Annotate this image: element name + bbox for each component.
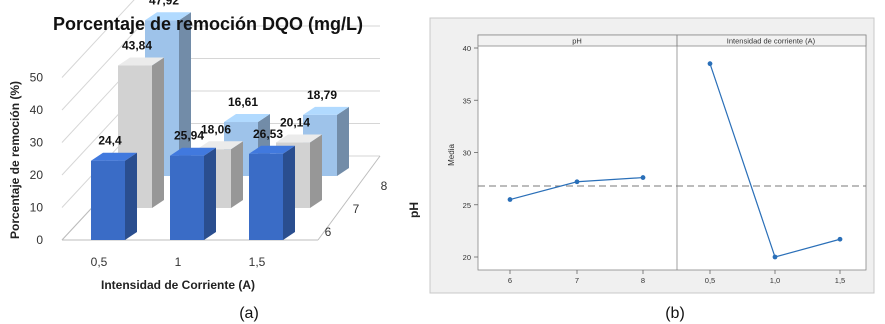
y-ticks-group: 0 10 20 30 40 50 <box>30 71 44 248</box>
x-ticks-group: 0,5 1 1,5 <box>91 255 266 269</box>
y-tick-label: 35 <box>463 96 471 105</box>
x-tick-label: 6 <box>508 276 512 285</box>
data-label: 24,4 <box>98 134 122 148</box>
y-tick-label: 20 <box>30 168 44 182</box>
bar <box>249 145 295 240</box>
x-tick-label: 1,5 <box>249 255 266 269</box>
x-axis-label: Intensidad de Corriente (A) <box>101 278 255 292</box>
figure-a-3d-bar-chart: 47,92 16,61 18,79 43,84 18,06 20,14 24,4 25,94 2… <box>8 0 420 322</box>
caption-b: (b) <box>665 305 685 322</box>
data-label: 25,94 <box>174 129 204 143</box>
data-label: 18,79 <box>307 88 337 102</box>
bars-group <box>91 12 349 240</box>
figure-b-main-effects-plot: pH Intensidad de corriente (A) Media 202… <box>429 17 875 322</box>
gridline-side <box>61 25 141 111</box>
y-tick-label: 25 <box>463 201 471 210</box>
y-tick-label: 50 <box>30 71 44 85</box>
y-tick-label: 10 <box>30 201 44 215</box>
data-point <box>837 236 843 242</box>
floor-edge-right <box>317 155 381 241</box>
bar <box>91 152 137 240</box>
data-point <box>507 197 513 202</box>
x-tick-label: 7 <box>575 276 579 285</box>
data-point <box>707 61 713 67</box>
x-tick-label: 1,5 <box>835 276 845 285</box>
x-tick-label: 0,5 <box>91 255 108 269</box>
y-tick-label: 40 <box>463 44 471 53</box>
y-axis-label-media: Media <box>447 144 456 166</box>
depth-ticks-group: 6 7 8 <box>325 179 388 239</box>
x-ticks-group: 6 7 8 0,5 1,0 1,5 <box>508 270 845 285</box>
bar <box>170 147 216 240</box>
data-point <box>574 179 580 185</box>
panel-title-ph: pH <box>572 37 582 46</box>
series-group <box>507 61 843 260</box>
y-tick-label: 40 <box>30 103 44 117</box>
x-tick-label: 1,0 <box>770 276 780 285</box>
data-point <box>640 175 646 180</box>
data-label: 18,06 <box>201 122 231 136</box>
y-axis-label: Porcentaje de remoción (%) <box>8 81 22 239</box>
data-label: 16,61 <box>228 95 258 109</box>
data-label: 20,14 <box>280 116 310 130</box>
panel-title-current: Intensidad de corriente (A) <box>727 37 816 46</box>
x-tick-label: 0,5 <box>705 276 715 285</box>
x-tick-label: 8 <box>641 276 645 285</box>
x-tick-label: 1 <box>175 255 182 269</box>
value-labels-group: 47,92 16,61 18,79 43,84 18,06 20,14 24,4 25,94 2… <box>98 0 337 148</box>
y-tick-label: 0 <box>36 233 43 247</box>
y-ticks-group: 20 25 30 35 40 <box>463 44 478 262</box>
depth-axis-label: pH <box>407 202 420 218</box>
depth-tick-label: 7 <box>353 202 360 216</box>
y-tick-label: 30 <box>463 149 471 158</box>
data-label: 47,92 <box>149 0 179 7</box>
depth-tick-label: 8 <box>381 179 388 193</box>
y-tick-label: 20 <box>463 253 471 262</box>
plot-area <box>477 34 867 271</box>
data-point <box>772 254 778 260</box>
depth-tick-label: 6 <box>325 225 332 239</box>
chart-title: Porcentaje de remoción DQO (mg/L) <box>53 14 363 34</box>
caption-a: (a) <box>239 305 259 322</box>
data-label: 43,84 <box>122 39 152 53</box>
gridline-side <box>61 0 135 78</box>
data-label: 26,53 <box>253 127 283 141</box>
y-tick-label: 30 <box>30 136 44 150</box>
